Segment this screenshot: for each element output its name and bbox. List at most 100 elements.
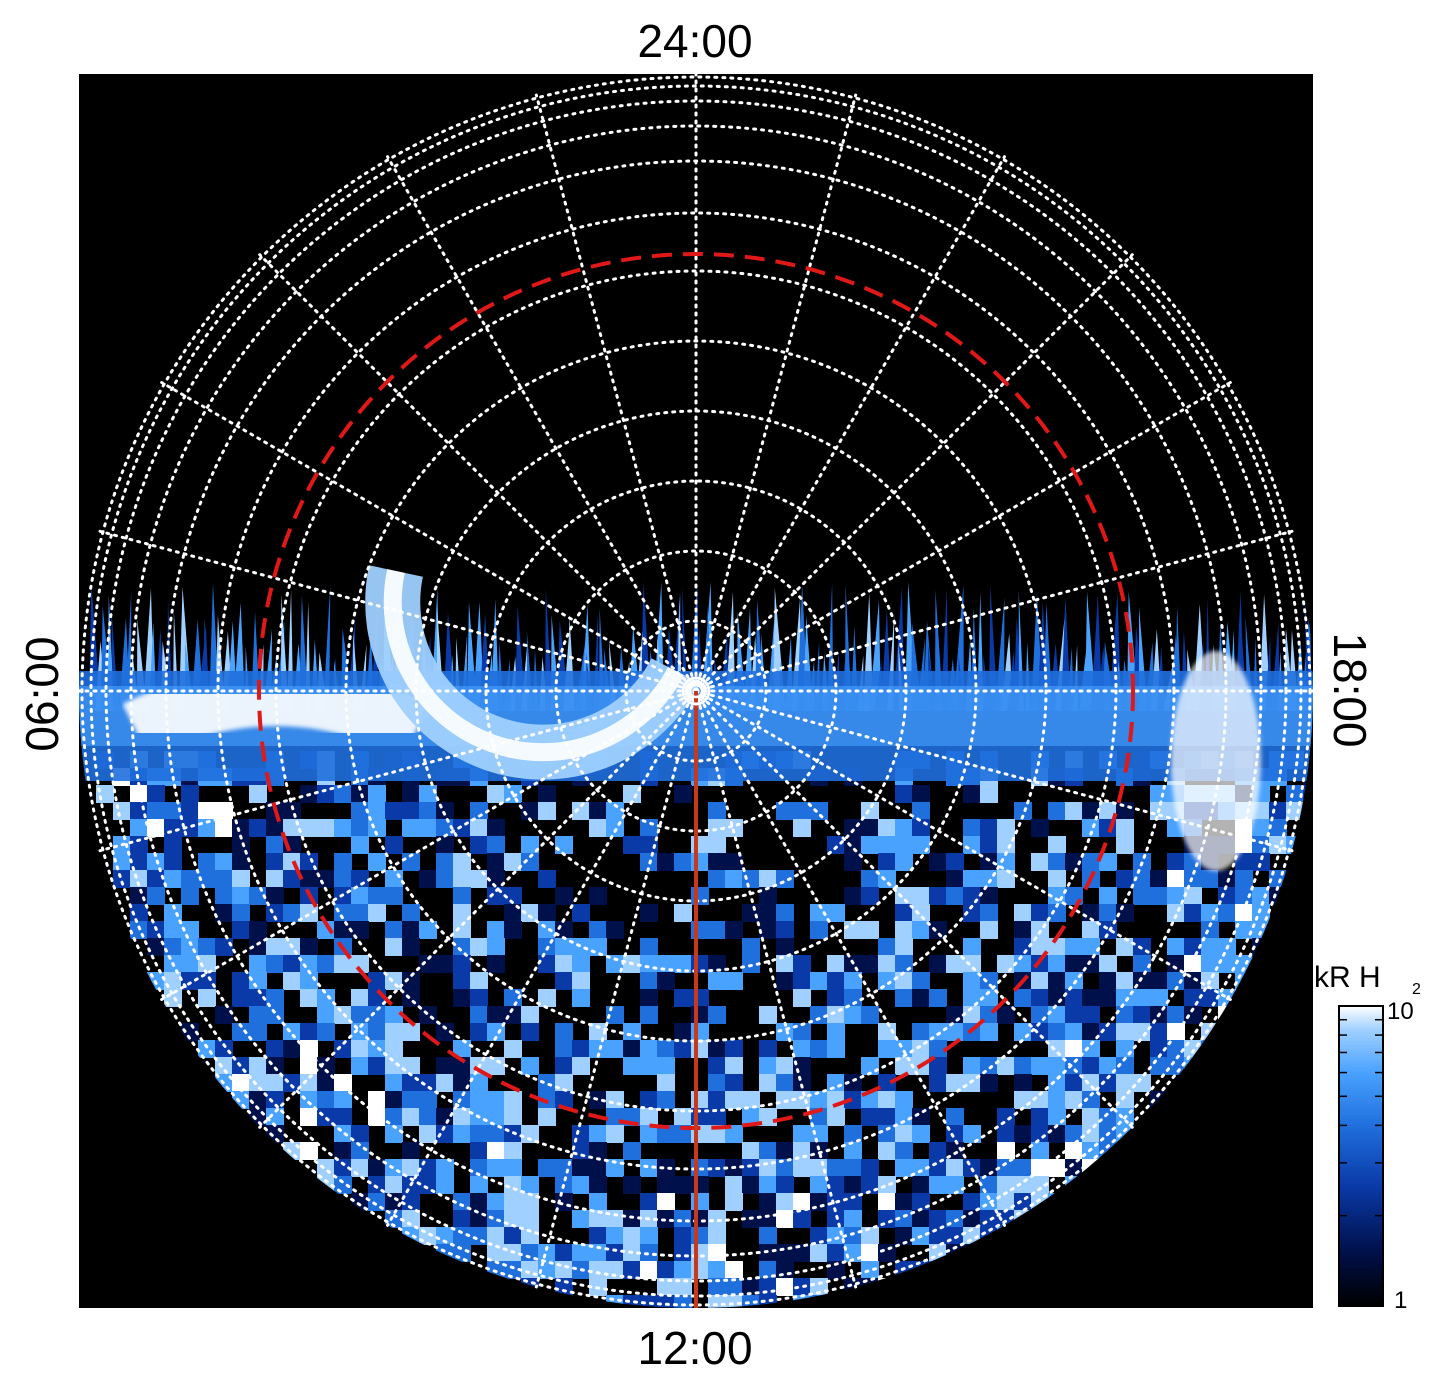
- emission-pixel: [232, 904, 250, 922]
- emission-pixel: [1082, 1040, 1100, 1058]
- emission-pixel: [232, 921, 250, 939]
- emission-pixel: [1014, 989, 1032, 1007]
- emission-pixel: [810, 1142, 828, 1160]
- emission-pixel: [453, 1057, 471, 1075]
- emission-pixel: [708, 836, 726, 854]
- emission-pixel: [742, 1176, 760, 1194]
- emission-pixel: [1286, 802, 1304, 820]
- emission-pixel: [334, 853, 352, 871]
- emission-pixel: [317, 921, 335, 939]
- emission-pixel: [470, 1006, 488, 1024]
- emission-pixel: [504, 1040, 522, 1058]
- emission-pixel: [861, 1108, 879, 1126]
- emission-pixel: [334, 870, 352, 888]
- emission-pixel: [470, 972, 488, 990]
- emission-pixel: [300, 1057, 318, 1075]
- emission-pixel: [300, 904, 318, 922]
- emission-pixel: [708, 819, 726, 837]
- emission-pixel: [487, 1193, 505, 1211]
- emission-pixel: [1116, 1091, 1134, 1109]
- emission-pixel: [640, 904, 658, 922]
- emission-pixel: [640, 938, 658, 956]
- emission-pixel: [912, 989, 930, 1007]
- emission-pixel: [878, 1023, 896, 1041]
- emission-pixel: [300, 972, 318, 990]
- emission-pixel: [895, 1159, 913, 1177]
- emission-pixel: [385, 1125, 403, 1143]
- emission-pixel: [249, 1074, 267, 1092]
- emission-pixel: [147, 887, 165, 905]
- emission-pixel: [929, 853, 947, 871]
- emission-pixel: [810, 1040, 828, 1058]
- emission-pixel: [657, 1193, 675, 1211]
- emission-pixel: [929, 1227, 947, 1245]
- emission-pixel: [793, 1210, 811, 1228]
- emission-pixel: [1082, 921, 1100, 939]
- emission-pixel: [895, 836, 913, 854]
- emission-pixel: [198, 853, 216, 871]
- emission-pixel: [1116, 938, 1134, 956]
- emission-pixel: [1133, 1023, 1151, 1041]
- emission-pixel: [232, 870, 250, 888]
- emission-pixel: [912, 819, 930, 837]
- emission-pixel: [504, 1091, 522, 1109]
- emission-pixel: [963, 870, 981, 888]
- emission-pixel: [793, 1244, 811, 1262]
- emission-pixel: [793, 1057, 811, 1075]
- emission-pixel: [385, 1057, 403, 1075]
- emission-pixel: [912, 1210, 930, 1228]
- emission-pixel: [1269, 819, 1287, 837]
- emission-pixel: [827, 1244, 845, 1262]
- emission-pixel: [453, 955, 471, 973]
- emission-pixel: [147, 938, 165, 956]
- emission-pixel: [164, 802, 182, 820]
- emission-pixel: [895, 938, 913, 956]
- emission-pixel: [453, 1125, 471, 1143]
- emission-pixel: [521, 1176, 539, 1194]
- emission-pixel: [640, 1159, 658, 1177]
- emission-pixel: [504, 1108, 522, 1126]
- emission-pixel: [691, 853, 709, 871]
- emission-pixel: [385, 1159, 403, 1177]
- emission-pixel: [351, 785, 369, 803]
- emission-pixel: [436, 1074, 454, 1092]
- emission-pixel: [912, 904, 930, 922]
- emission-pixel: [844, 1125, 862, 1143]
- emission-pixel: [878, 819, 896, 837]
- emission-pixel: [793, 1040, 811, 1058]
- emission-pixel: [623, 1210, 641, 1228]
- emission-pixel: [385, 938, 403, 956]
- emission-pixel: [623, 1040, 641, 1058]
- emission-pixel: [453, 1040, 471, 1058]
- emission-pixel: [300, 1108, 318, 1126]
- emission-pixel: [419, 819, 437, 837]
- emission-pixel: [878, 1108, 896, 1126]
- emission-pixel: [436, 955, 454, 973]
- emission-pixel: [674, 1023, 692, 1041]
- emission-pixel: [708, 1057, 726, 1075]
- emission-pixel: [521, 1210, 539, 1228]
- emission-pixel: [844, 887, 862, 905]
- emission-pixel: [1116, 972, 1134, 990]
- emission-pixel: [351, 887, 369, 905]
- emission-pixel: [1048, 1006, 1066, 1024]
- emission-pixel: [538, 1159, 556, 1177]
- emission-pixel: [402, 785, 420, 803]
- emission-pixel: [759, 1142, 777, 1160]
- emission-pixel: [759, 1227, 777, 1245]
- emission-pixel: [453, 904, 471, 922]
- emission-pixel: [1031, 1091, 1049, 1109]
- emission-pixel: [385, 1006, 403, 1024]
- emission-pixel: [827, 1176, 845, 1194]
- emission-pixel: [759, 1210, 777, 1228]
- emission-pixel: [997, 1159, 1015, 1177]
- emission-pixel: [470, 802, 488, 820]
- emission-pixel: [1048, 1108, 1066, 1126]
- emission-pixel: [793, 955, 811, 973]
- emission-pixel: [300, 1091, 318, 1109]
- emission-pixel: [283, 904, 301, 922]
- emission-pixel: [215, 802, 233, 820]
- emission-pixel: [504, 1006, 522, 1024]
- emission-pixel: [249, 785, 267, 803]
- emission-pixel: [691, 1261, 709, 1279]
